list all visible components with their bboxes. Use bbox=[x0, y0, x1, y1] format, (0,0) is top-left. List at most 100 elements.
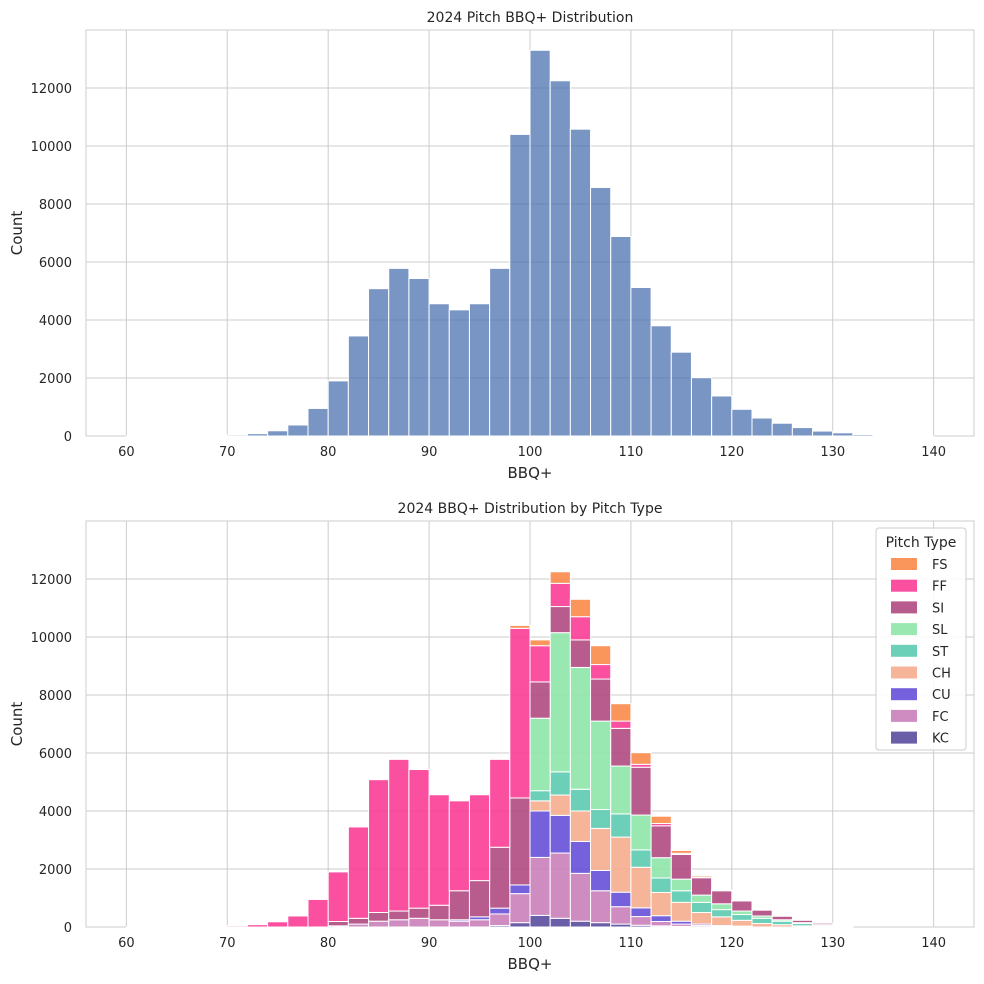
legend-label-sl: SL bbox=[932, 623, 948, 638]
bars bbox=[125, 49, 935, 437]
bar-segment-si bbox=[751, 909, 773, 917]
histogram-bar bbox=[751, 417, 773, 437]
bar-segment-si bbox=[388, 910, 410, 921]
bar-segment-fc bbox=[549, 852, 571, 919]
bar-segment-ff bbox=[287, 915, 309, 928]
histogram-bar bbox=[267, 430, 289, 437]
legend-label-fs: FS bbox=[932, 558, 948, 573]
histogram-bar bbox=[852, 434, 874, 437]
legend-swatch-fs bbox=[891, 558, 917, 570]
x-axis-label: BBQ+ bbox=[508, 464, 553, 482]
bar-segment-ff bbox=[569, 616, 592, 641]
y-tick-label: 8000 bbox=[39, 198, 72, 213]
bar-segment-fs bbox=[690, 875, 713, 878]
bar-segment-sl bbox=[650, 857, 672, 879]
bar-segment-sl bbox=[690, 894, 713, 903]
bar-segment-ff bbox=[408, 769, 430, 909]
x-tick-label: 100 bbox=[518, 936, 543, 951]
chart-title: 2024 BBQ+ Distribution by Pitch Type bbox=[398, 501, 663, 517]
bar-segment-si bbox=[771, 915, 793, 921]
bar-segment-st bbox=[771, 920, 793, 926]
bar-segment-sl bbox=[610, 765, 632, 815]
y-tick-label: 10000 bbox=[31, 631, 72, 646]
legend-box bbox=[875, 527, 967, 751]
legend-swatch-ff bbox=[891, 579, 917, 592]
legend-swatch-st bbox=[891, 644, 917, 657]
bar-segment-si bbox=[731, 900, 753, 912]
bar-segment-ch bbox=[690, 912, 713, 925]
histogram-bar bbox=[872, 434, 894, 437]
histogram-bar bbox=[489, 267, 511, 437]
legend-swatch-cu bbox=[891, 688, 917, 701]
x-tick-label: 130 bbox=[820, 936, 845, 951]
bar-segment-ff bbox=[246, 924, 269, 928]
y-axis-label: Count bbox=[8, 702, 26, 747]
bar-segment-ff bbox=[206, 925, 228, 928]
histogram-bar bbox=[731, 408, 753, 437]
bar-segment-ff bbox=[388, 758, 410, 912]
bar-segment-sl bbox=[549, 632, 571, 773]
bar-segment-fs bbox=[670, 849, 692, 854]
histogram-bar bbox=[388, 267, 410, 437]
histogram-bar bbox=[791, 427, 814, 437]
y-tick-label: 2000 bbox=[39, 863, 72, 878]
bar-segment-cu bbox=[650, 915, 672, 922]
histogram-bar bbox=[468, 303, 491, 437]
bar-segment-fc bbox=[388, 919, 410, 928]
bar-segment-fc bbox=[569, 872, 592, 922]
histogram-bar bbox=[428, 303, 450, 437]
bar-segment-si bbox=[448, 890, 470, 921]
legend-label-kc: KC bbox=[932, 732, 949, 747]
bar-segment-si bbox=[489, 846, 511, 909]
bar-segment-fc bbox=[368, 920, 390, 928]
bar-segment-ff bbox=[428, 794, 450, 906]
bar-segment-ch bbox=[630, 866, 652, 909]
legend-swatch-fc bbox=[891, 709, 917, 722]
bar-segment-st bbox=[630, 849, 652, 868]
legend-swatch-sl bbox=[891, 623, 917, 636]
bar-segment-cu bbox=[569, 840, 592, 874]
bar-segment-sl bbox=[711, 903, 733, 911]
histogram-bar bbox=[448, 309, 470, 437]
x-tick-label: 90 bbox=[421, 445, 438, 460]
bar-segment-si bbox=[690, 877, 713, 896]
bar-segment-ff bbox=[489, 758, 511, 848]
x-tick-label: 70 bbox=[219, 936, 236, 951]
bar-segment-ff bbox=[327, 871, 349, 922]
bar-segment-st bbox=[650, 877, 672, 893]
bar-segment-sl bbox=[590, 720, 612, 811]
bar-segment-cu bbox=[529, 810, 551, 858]
x-tick-label: 80 bbox=[320, 936, 337, 951]
bar-segment-st bbox=[751, 917, 773, 925]
bar-segment-cu bbox=[489, 907, 511, 915]
bar-segment-cu bbox=[509, 884, 531, 895]
legend-swatch-ch bbox=[891, 666, 917, 679]
bar-segment-st bbox=[569, 788, 592, 812]
bar-segment-sl bbox=[569, 666, 592, 790]
x-tick-label: 80 bbox=[320, 445, 337, 460]
bar-segment-fs bbox=[610, 703, 632, 722]
bar-segment-sl bbox=[529, 717, 551, 792]
bar-segment-fc bbox=[408, 917, 430, 928]
bar-segment-ff bbox=[307, 898, 329, 928]
bar-segment-fc bbox=[529, 856, 551, 916]
bar-segment-st bbox=[670, 890, 692, 903]
histogram-bar bbox=[690, 377, 713, 437]
bar-segment-si bbox=[408, 907, 430, 919]
bar-segment-sl bbox=[731, 910, 753, 916]
bar-segment-si bbox=[529, 681, 551, 719]
histogram-bar bbox=[226, 434, 248, 437]
bar-segment-ff bbox=[368, 779, 390, 913]
bar-segment-si bbox=[509, 797, 531, 886]
y-tick-labels: 0 2000 4000 6000 8000 10000 12000 bbox=[31, 82, 72, 445]
bar-segment-ff bbox=[468, 794, 491, 882]
histogram-bar bbox=[650, 325, 672, 437]
legend-label-ch: CH bbox=[932, 667, 951, 682]
x-tick-label: 60 bbox=[118, 445, 135, 460]
y-axis-label: Count bbox=[8, 211, 26, 256]
y-tick-label: 12000 bbox=[31, 82, 72, 97]
legend-items: FS FF SI SL ST CH CU FC KC bbox=[891, 558, 951, 747]
bar-segment-kc bbox=[529, 914, 551, 928]
histogram-bar bbox=[832, 432, 854, 437]
